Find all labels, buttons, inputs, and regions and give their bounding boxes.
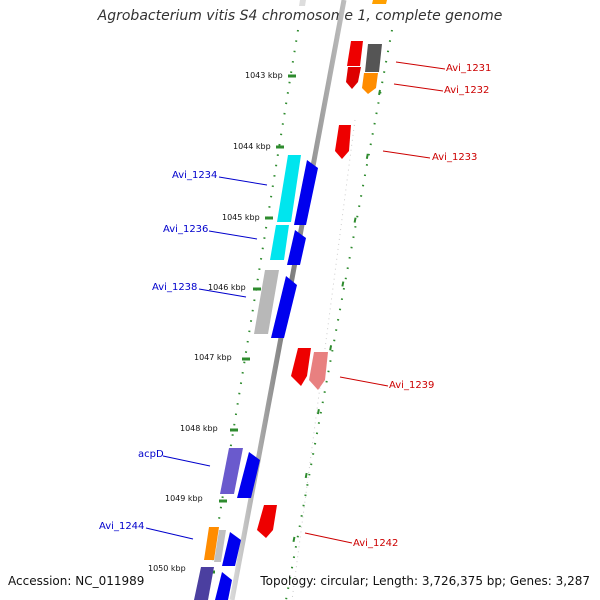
gene-labels: Avi_1231 Avi_1232 Avi_1233 Avi_1234 Avi_… (99, 63, 491, 549)
label-connectors (145, 61, 446, 544)
cds-feature (220, 448, 243, 494)
connector-line (208, 230, 258, 240)
cds-feature (287, 230, 306, 265)
tick-label: 1043 kbp (245, 71, 283, 80)
connector-line (382, 150, 431, 159)
cds-feature (335, 125, 351, 159)
cds-feature (365, 44, 382, 72)
connector-line (393, 83, 444, 92)
tick-label: 1050 kbp (148, 564, 186, 573)
tick-label: 1047 kbp (194, 353, 232, 362)
cds-feature (194, 567, 214, 600)
connector-line (339, 376, 389, 387)
right-ring (285, 29, 393, 600)
connector-line (145, 527, 194, 540)
cds-feature (372, 0, 387, 4)
right-ring-ticks (289, 89, 381, 561)
gene-label-avi-1242: Avi_1242 (353, 538, 398, 549)
cds-feature (271, 276, 297, 338)
inner-ring (291, 119, 356, 600)
connector-line (304, 532, 353, 544)
map-title: Agrobacterium vitis S4 chromosome 1, com… (97, 8, 503, 24)
connector-line (395, 61, 446, 70)
tick-label: 1048 kbp (180, 424, 218, 433)
gene-label-avi-1239: Avi_1239 (389, 380, 434, 391)
cds-feature (214, 530, 226, 562)
gene-label-avi-1238: Avi_1238 (152, 282, 197, 293)
cds-feature (291, 348, 311, 386)
gene-label-avi-1234: Avi_1234 (172, 170, 217, 181)
cds-feature (309, 352, 328, 390)
cds-feature (362, 73, 378, 94)
connector-line (218, 176, 268, 186)
tick-label: 1044 kbp (233, 142, 271, 151)
cds-feature (237, 452, 260, 498)
cds-feature (347, 41, 363, 66)
tick-label: 1045 kbp (222, 213, 260, 222)
kbp-tick-labels: 1043 kbp 1044 kbp 1045 kbp 1046 kbp 1047… (148, 71, 283, 573)
cds-features (194, 0, 387, 600)
cds-feature (299, 0, 306, 6)
gene-label-avi-1236: Avi_1236 (163, 224, 208, 235)
cds-feature (254, 270, 279, 334)
cds-feature (277, 155, 301, 222)
tick-label: 1046 kbp (208, 283, 246, 292)
gene-label-acpd: acpD (138, 449, 164, 460)
cds-feature (294, 160, 318, 225)
cds-feature (257, 505, 277, 538)
cds-feature (204, 527, 219, 560)
tick-label: 1049 kbp (165, 494, 203, 503)
cds-feature (215, 572, 232, 600)
cds-feature (346, 67, 361, 89)
gene-label-avi-1232: Avi_1232 (444, 85, 489, 96)
accession-text: Accession: NC_011989 (8, 574, 145, 588)
cds-feature (270, 225, 289, 260)
connector-line (198, 288, 247, 298)
cds-feature (222, 532, 241, 566)
gene-label-avi-1244: Avi_1244 (99, 521, 144, 532)
topology-text: Topology: circular; Length: 3,726,375 bp… (260, 574, 590, 588)
gene-label-avi-1233: Avi_1233 (432, 152, 477, 163)
gene-label-avi-1231: Avi_1231 (446, 63, 491, 74)
connector-line (162, 455, 211, 467)
